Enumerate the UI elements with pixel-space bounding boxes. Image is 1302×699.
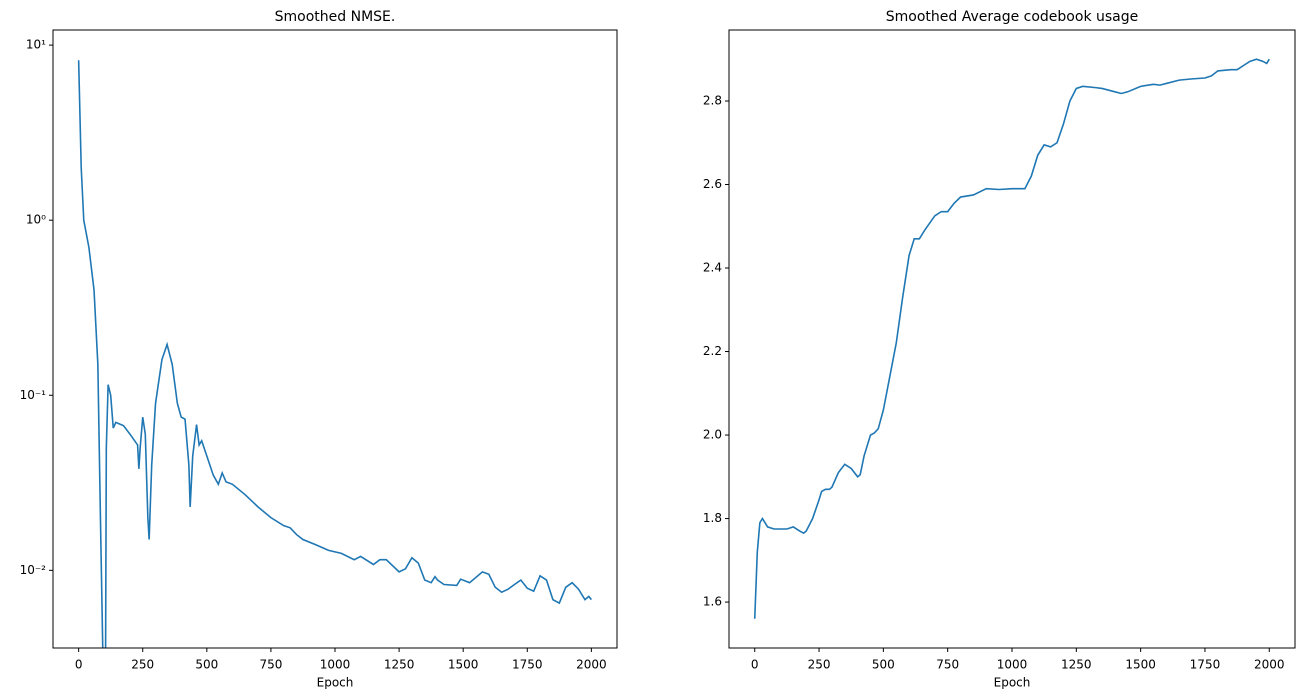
x-tick-label: 500 [872, 658, 895, 672]
y-tick-label: 10⁻² [20, 563, 47, 577]
x-tick-label: 1000 [320, 658, 351, 672]
x-tick-label: 1750 [1190, 658, 1221, 672]
x-tick-label: 750 [259, 658, 282, 672]
y-tick-label: 10¹ [26, 38, 46, 52]
plot-frame [728, 29, 1296, 649]
line-series [77, 60, 592, 648]
y-tick-label: 10⁻¹ [20, 388, 47, 402]
x-axis-label: Epoch [317, 676, 354, 690]
x-tick-label: 1000 [997, 658, 1028, 672]
y-tick-label: 1.6 [703, 595, 722, 609]
x-tick-label: 0 [751, 658, 759, 672]
x-tick-label: 1500 [448, 658, 479, 672]
line-series [753, 58, 1270, 619]
chart: Smoothed NMSE. Epoch 0 250 500 750 1000 1250 150… [20, 9, 618, 690]
x-tick-label: 1500 [1125, 658, 1156, 672]
y-tick-label: 10⁰ [26, 213, 46, 227]
x-tick-label: 0 [75, 658, 83, 672]
chart-title: Smoothed NMSE. [275, 9, 396, 25]
y-tick-label: 2.6 [703, 177, 722, 191]
x-tick-label: 750 [936, 658, 959, 672]
y-tick-label: 1.8 [703, 511, 722, 525]
x-tick-label: 1250 [1061, 658, 1092, 672]
x-tick-label: 500 [195, 658, 218, 672]
x-tick-label: 250 [808, 658, 831, 672]
y-tick-label: 2.2 [703, 344, 722, 358]
x-tick-label: 250 [131, 658, 154, 672]
x-tick-label: 1250 [384, 658, 415, 672]
x-axis-label: Epoch [994, 676, 1031, 690]
x-tick-label: 1750 [512, 658, 543, 672]
y-tick-label: 2.4 [703, 261, 722, 275]
chart: Smoothed Average codebook usage Epoch 0 250… [703, 9, 1296, 690]
x-tick-label: 2000 [576, 658, 607, 672]
y-tick-label: 2.8 [703, 93, 722, 107]
y-tick-label: 2.0 [703, 428, 722, 442]
plot-frame [52, 29, 618, 649]
x-tick-label: 2000 [1254, 658, 1285, 672]
chart-title: Smoothed Average codebook usage [886, 9, 1139, 25]
